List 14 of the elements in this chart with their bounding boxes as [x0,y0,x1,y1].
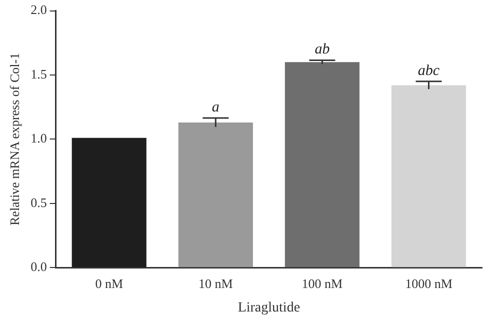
annotation: ab [314,42,330,58]
x-tick-label: 100 nM [302,276,344,291]
y-tick-label: 2.0 [30,2,47,18]
annotation: abc [418,62,440,79]
y-tick-label: 0.5 [30,194,47,210]
y-tick-label: 1.0 [30,130,47,146]
y-axis-title: Relative mRNA express of Col-1 [7,52,22,226]
annotation: a [212,99,220,116]
x-tick-label: 1000 nM [405,276,453,291]
x-axis-title: Liraglutide [238,300,300,316]
y-tick-label: 1.5 [30,66,47,82]
x-tick-label: 10 nM [198,276,234,291]
y-tick-label: 0.0 [30,259,47,274]
x-tick-label: 0 nM [95,276,124,291]
